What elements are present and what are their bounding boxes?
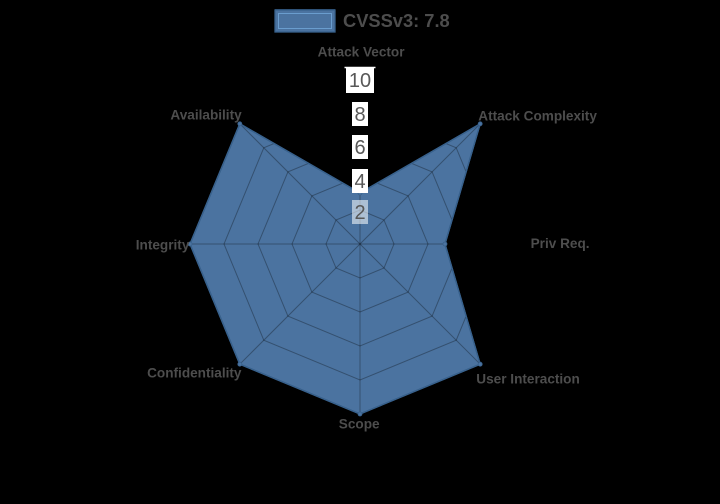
svg-text:6: 6 bbox=[354, 137, 365, 159]
svg-text:Scope: Scope bbox=[339, 417, 380, 432]
svg-text:10: 10 bbox=[349, 70, 371, 92]
svg-text:Availability: Availability bbox=[170, 108, 242, 123]
svg-text:User Interaction: User Interaction bbox=[476, 371, 580, 386]
svg-text:Confidentiality: Confidentiality bbox=[147, 366, 242, 381]
svg-text:CVSSv3: 7.8: CVSSv3: 7.8 bbox=[343, 10, 450, 31]
svg-text:Priv Req.: Priv Req. bbox=[531, 236, 590, 251]
svg-text:2: 2 bbox=[354, 202, 365, 224]
svg-text:8: 8 bbox=[354, 104, 365, 126]
svg-text:Attack Vector: Attack Vector bbox=[318, 45, 406, 60]
svg-text:Integrity: Integrity bbox=[136, 237, 190, 252]
svg-text:Attack Complexity: Attack Complexity bbox=[478, 108, 597, 123]
svg-text:4: 4 bbox=[354, 171, 365, 193]
